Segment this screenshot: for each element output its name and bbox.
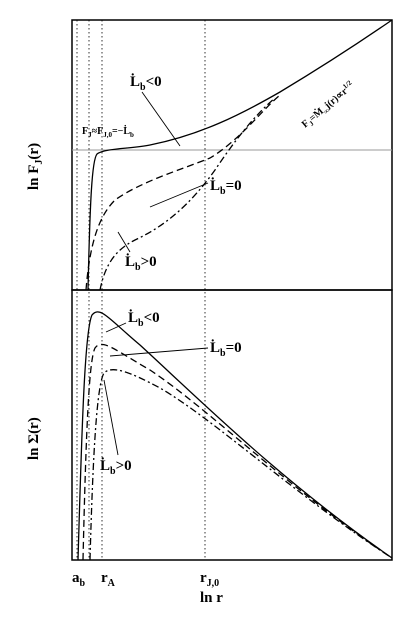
label-positive: L̇b>0	[125, 253, 157, 273]
y-label-bottom: ln Σ(r)	[26, 417, 42, 460]
leader	[109, 347, 209, 357]
curve-negative	[87, 19, 393, 291]
x-tick-label: rJ,0	[200, 570, 219, 589]
x-axis-label: ln r	[200, 590, 223, 606]
curve-positive	[99, 97, 276, 291]
leader	[141, 91, 181, 147]
curve-zero-b	[82, 343, 393, 561]
x-tick-label: rA	[101, 570, 116, 589]
label-positive-b: L̇b>0	[100, 457, 132, 477]
curve-positive-b	[89, 369, 393, 561]
curve-zero	[85, 94, 281, 291]
leader	[117, 231, 131, 253]
curve-negative-b	[77, 311, 393, 561]
leader	[105, 322, 127, 333]
leader	[149, 182, 209, 208]
asymptote-label: FJ=Ṁ∞j(r)∝r1/2	[299, 78, 359, 131]
label-zero: L̇b=0	[210, 177, 242, 197]
leader	[103, 379, 119, 456]
y-label-top: ln FJ(r)	[26, 143, 45, 190]
bottom-frame	[71, 289, 393, 561]
label-negative-b: L̇b<0	[128, 309, 160, 329]
x-tick-label: ab	[72, 570, 86, 589]
label-zero-b: L̇b=0	[210, 339, 242, 359]
plateau-label: FJ≈FJ,0=−L̇b	[82, 124, 134, 139]
label-negative: L̇b<0	[130, 73, 162, 93]
